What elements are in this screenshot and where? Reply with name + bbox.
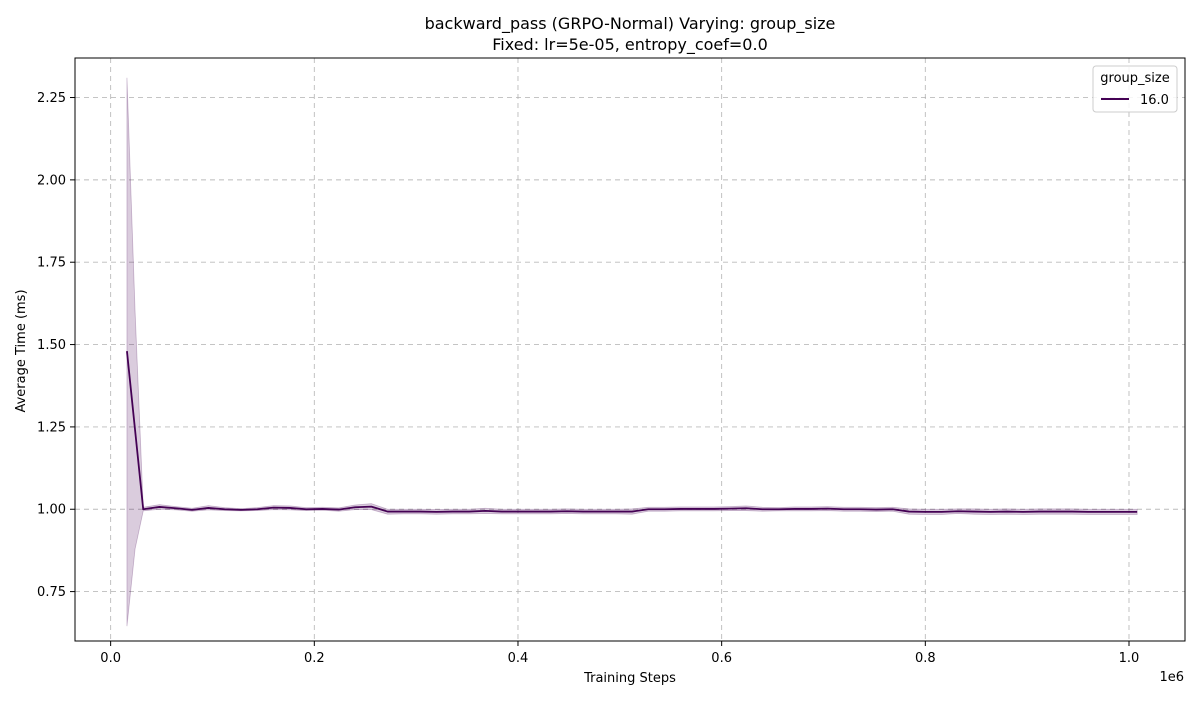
- x-tick-label: 1.0: [1119, 651, 1140, 666]
- legend-box: [1092, 65, 1178, 113]
- legend-title: group_size: [1100, 71, 1169, 86]
- chart-title: backward_pass (GRPO-Normal) Varying: gro…: [425, 14, 836, 34]
- series-confidence-band: [126, 77, 1138, 627]
- y-tick-label: 0.75: [37, 585, 66, 600]
- x-axis-label: Training Steps: [583, 671, 676, 686]
- legend: group_size 16.0: [1092, 65, 1178, 113]
- plot-area-frame: [74, 57, 1186, 642]
- y-tick-label: 2.00: [37, 173, 66, 188]
- x-tick-label: 0.6: [711, 651, 732, 666]
- x-axis-ticks: 0.0 0.2 0.4 0.6 0.8 1.0: [100, 641, 1139, 666]
- y-tick-label: 1.00: [37, 503, 66, 518]
- y-tick-label: 2.25: [37, 91, 66, 106]
- y-tick-label: 1.50: [37, 338, 66, 353]
- confidence-band-layer: [126, 77, 1138, 627]
- y-tick-label: 1.25: [37, 420, 66, 435]
- y-tick-label: 1.75: [37, 256, 66, 271]
- x-tick-label: 0.0: [100, 651, 121, 666]
- x-tick-label: 0.8: [915, 651, 936, 666]
- y-axis-ticks: 0.75 1.00 1.25 1.50 1.75 2.00 2.25: [37, 91, 75, 600]
- y-axis-label: Average Time (ms): [14, 289, 29, 412]
- x-tick-label: 0.2: [304, 651, 325, 666]
- series-line: [126, 351, 1138, 513]
- x-tick-label: 0.4: [508, 651, 529, 666]
- series-line-layer: [126, 351, 1138, 513]
- x-axis-offset-label: 1e6: [1159, 670, 1184, 685]
- legend-series-label: 16.0: [1140, 93, 1169, 108]
- chart-subtitle: Fixed: lr=5e-05, entropy_coef=0.0: [492, 35, 768, 55]
